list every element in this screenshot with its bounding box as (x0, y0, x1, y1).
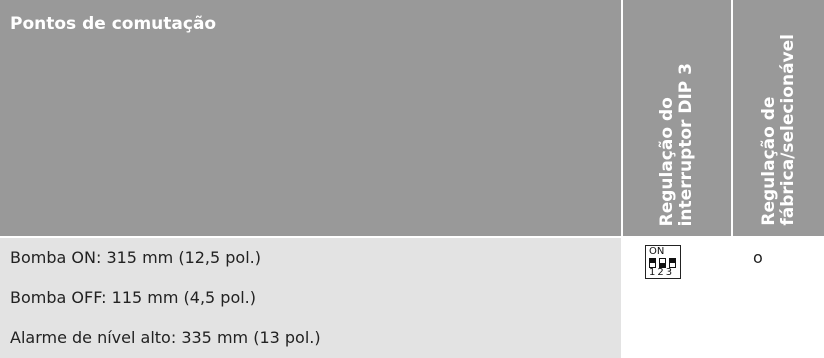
header-switching-points-label: Pontos de comutação (10, 14, 217, 34)
header-switching-points: Pontos de comutação (0, 0, 621, 236)
dip-switch-2 (659, 258, 666, 268)
header-factory-setting-label: Regulação de fábrica/selecionável (758, 34, 798, 226)
row-pump-on: Bomba ON: 315 mm (12,5 pol.) (10, 248, 261, 267)
row-high-level-alarm: Alarme de nível alto: 335 mm (13 pol.) (10, 328, 321, 347)
header-factory-setting: Regulação de fábrica/selecionável (733, 0, 824, 236)
dip-switch-icon: ON 123 (645, 245, 681, 279)
dip-switch-1 (649, 258, 656, 268)
dip-switch-3 (669, 258, 676, 268)
switching-points-cell: Bomba ON: 315 mm (12,5 pol.) Bomba OFF: … (0, 238, 621, 358)
header-dip-setting: Regulação do interruptor DIP 3 (623, 0, 731, 236)
factory-setting-mark: o (753, 248, 763, 267)
dip-numbers: 123 (649, 267, 675, 278)
row-pump-off: Bomba OFF: 115 mm (4,5 pol.) (10, 288, 257, 307)
header-dip-setting-label: Regulação do interruptor DIP 3 (657, 62, 696, 226)
dip-on-label: ON (649, 246, 665, 257)
